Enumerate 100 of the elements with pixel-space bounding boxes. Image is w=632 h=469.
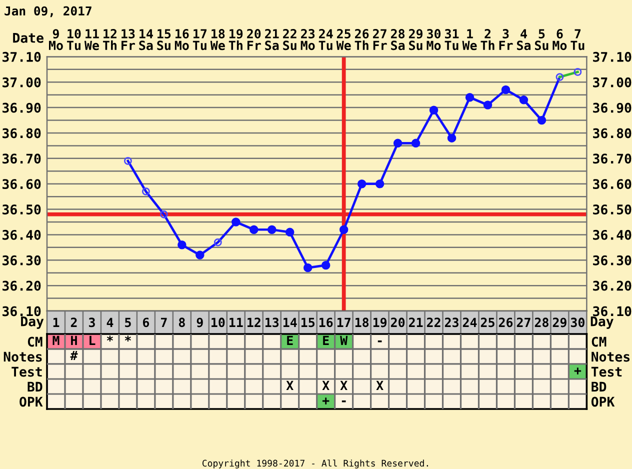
x-tick-label: 16 Mo [174,29,189,50]
y-tick-label: OPK [20,396,43,407]
text: X [322,380,330,390]
y2-tick-label: 36.90 [593,102,632,113]
y-tick-label: 36.80 [2,128,41,138]
x-tick-label: 8 [178,318,185,328]
y-tick-label: 36.50 [2,204,41,214]
x-tick-label: 17 Tu [192,29,206,50]
x-tick-label: 25 [480,318,494,328]
text: Day [590,316,614,329]
y2-tick-label: 36.20 [593,280,632,291]
y-tick-label: BD [28,382,42,392]
y-tick-label: 37.10 [2,52,41,62]
x-tick-label: 24 [462,318,477,327]
text: W [340,336,348,345]
y-tick-label: Test [12,366,42,377]
x-tick-label: 30 [570,318,584,328]
x-tick-label: 6 Mo [552,29,567,50]
y2-tick-label: 36.60 [593,179,632,190]
y-tick-label: 36.20 [2,280,41,291]
x-tick-label: 4 Sa [516,29,530,50]
x-tick-label: 25 We [336,29,351,50]
y-tick-label: 36.70 [2,154,41,164]
text: # [70,350,78,360]
x-tick-label: 14 [283,318,297,327]
x-tick-label: 12 [248,318,260,327]
y-tick-label: 36.90 [2,102,41,113]
x-tick-label: 1 [53,318,60,327]
text: + [322,398,330,404]
x-tick-label: 16 [319,318,333,328]
x-tick-label: 11 We [84,29,99,50]
x-tick-label: 3 [88,318,95,328]
x-tick-label: 29 Su [408,29,423,50]
y-tick-label: 37.00 [2,77,41,88]
text: X [286,380,294,390]
y2-tick-label: 36.50 [593,204,632,214]
y2-tick-label: Notes [592,352,630,362]
x-tick-label: 10 [212,318,225,328]
x-tick-label: 24 Tu [318,29,333,50]
text: Copyright 1998-2017 - All Rights Reserved. [202,460,428,468]
y-tick-label: Notes [4,352,42,362]
x-tick-label: 21 [408,318,423,327]
x-tick-label: 22 Su [283,29,296,50]
text: E [287,336,293,345]
x-tick-label: 18 [355,318,369,328]
y2-tick-label: 36.10 [593,306,632,316]
y2-tick-label: CM [592,336,606,347]
x-tick-label: 18 We [210,29,225,50]
x-tick-label: 7 [160,318,167,327]
x-tick-label: 28 Sa [390,29,405,50]
y2-tick-label: 37.10 [593,52,632,62]
x-tick-label: 13 [266,318,279,328]
x-tick-label: 26 [498,318,513,328]
x-tick-label: 23 [444,318,458,328]
x-tick-label: 5 [125,318,131,328]
x-tick-label: 17 [337,318,350,327]
x-tick-label: 29 [552,318,566,328]
x-tick-label: 3 Fr [499,29,513,50]
x-tick-label: 2 Th [480,29,494,50]
x-tick-label: 9 [196,318,203,328]
x-tick-label: 30 Mo [426,29,441,50]
x-tick-label: 27 Fr [372,29,387,50]
x-tick-label: 21 Sa [265,29,279,50]
text: X [340,380,348,390]
y2-tick-label: BD [592,382,606,392]
x-tick-label: 5 Su [534,29,548,50]
text: - [378,340,382,342]
x-axis-title: Date [13,33,44,43]
y-tick-label: 36.40 [2,230,41,240]
x-tick-label: 31 Tu [444,29,459,50]
x-tick-label: 11 [230,318,243,327]
text: - [342,400,346,402]
y2-tick-label: 37.00 [593,77,632,88]
y2-tick-label: 36.70 [593,154,632,164]
y-tick-label: 36.60 [2,179,41,190]
x-tick-label: 1 We [462,29,477,50]
x-tick-label: 15 [301,318,315,328]
x-tick-label: 20 [390,318,405,328]
x-tick-label: 13 Fr [122,29,135,50]
x-tick-label: 6 [142,318,150,328]
x-tick-label: 14 Sa [139,29,153,50]
y2-tick-label: OPK [591,396,615,407]
y2-tick-label: Test [591,366,622,377]
x-tick-label: 4 [106,318,114,327]
x-tick-label: 27 [516,318,530,327]
text: * [106,336,113,342]
y2-tick-label: 36.40 [593,230,632,240]
y-tick-label: 36.10 [2,306,41,316]
text: H [71,336,77,345]
x-tick-label: 19 Th [228,29,243,50]
y2-tick-label: 36.30 [593,255,632,266]
x-tick-label: 20 Fr [247,29,261,50]
y2-tick-label: 36.80 [593,128,632,138]
x-tick-label: 7 Tu [570,29,584,50]
x-tick-label: 22 [426,318,440,327]
x-tick-label: 23 Mo [300,29,315,50]
x-tick-label: 19 [373,318,387,328]
x-tick-label: 12 Th [102,29,116,50]
x-tick-label: 9 Mo [48,29,63,50]
x-tick-label: 28 [534,318,548,328]
